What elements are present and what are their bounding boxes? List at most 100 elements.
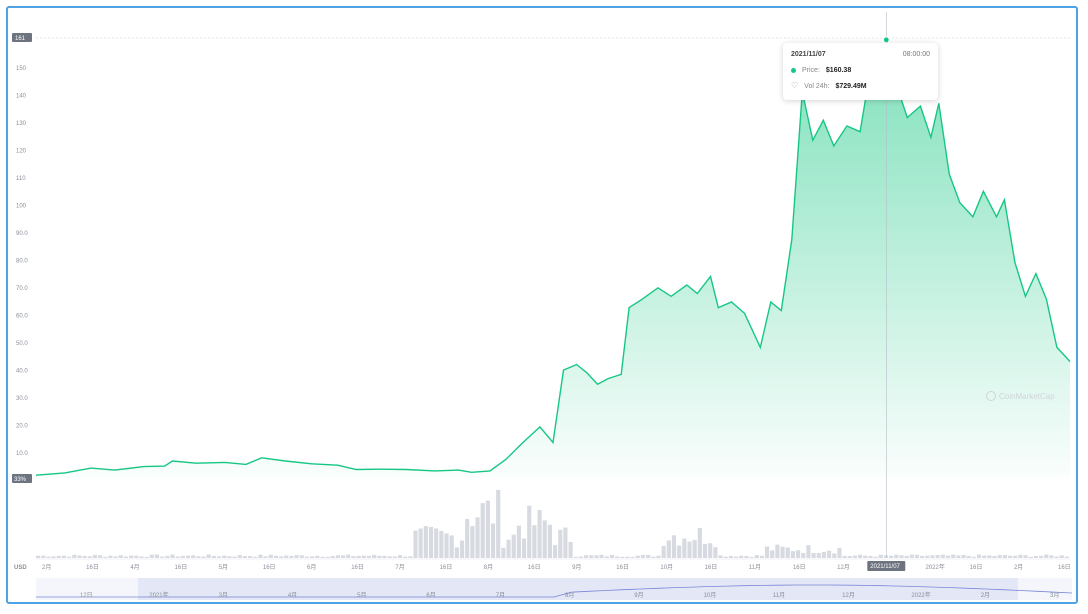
volume-bar xyxy=(1054,556,1059,558)
watermark-text: CoinMarketCap xyxy=(999,391,1055,401)
volume-bar xyxy=(191,555,196,558)
volume-bar xyxy=(935,555,940,558)
tooltip-price-value: $160.38 xyxy=(825,67,852,74)
navigator-tick-label: 12月 xyxy=(842,592,855,599)
y-tick-label: 70.0 xyxy=(16,286,28,292)
coinmarketcap-logo-icon xyxy=(986,391,996,401)
volume-bar xyxy=(976,554,982,558)
volume-bar xyxy=(744,555,749,558)
volume-bar xyxy=(41,555,46,558)
volume-bar xyxy=(123,556,129,558)
volume-bar xyxy=(310,556,315,558)
volume-bar xyxy=(904,555,909,558)
volume-bar xyxy=(640,554,646,558)
volume-bar xyxy=(377,555,382,558)
volume-bar xyxy=(113,556,118,558)
volume-bar xyxy=(284,555,289,558)
volume-bar xyxy=(56,555,61,558)
volume-bar xyxy=(459,540,465,558)
volume-bar xyxy=(232,556,237,558)
volume-bar xyxy=(325,556,330,558)
volume-badge-label: 33% xyxy=(14,477,27,483)
volume-bar xyxy=(770,550,775,558)
volume-bar xyxy=(889,555,894,558)
volume-bar xyxy=(945,555,951,558)
volume-bar xyxy=(253,556,258,558)
y-tick-label: 40.0 xyxy=(16,369,28,375)
volume-bar xyxy=(428,526,434,558)
volume-bar xyxy=(708,543,713,558)
volume-bar xyxy=(625,556,630,558)
volume-bar xyxy=(630,556,635,558)
volume-bar xyxy=(454,547,459,558)
volume-bar xyxy=(733,556,739,558)
x-tick-label: 7月 xyxy=(395,564,404,571)
x-tick-label: 16日 xyxy=(86,564,99,571)
volume-bar xyxy=(832,553,837,558)
x-tick-label: 4月 xyxy=(130,564,139,571)
volume-bar xyxy=(444,533,449,558)
volume-bar xyxy=(883,555,889,558)
volume-bar xyxy=(589,555,594,558)
tooltip-price-label: Price: xyxy=(802,67,820,74)
price-dot-icon xyxy=(791,68,796,73)
x-tick-label: 6月 xyxy=(307,564,316,571)
volume-bar xyxy=(227,556,232,558)
volume-bar xyxy=(547,524,552,558)
volume-bar xyxy=(320,556,325,558)
volume-bar xyxy=(237,555,242,558)
volume-bar xyxy=(863,555,868,558)
volume-bar xyxy=(434,528,439,558)
volume-badge xyxy=(12,474,32,483)
price-tooltip: 2021/11/07 08:00:00 Price: $160.38 ♡ Vol… xyxy=(783,43,938,100)
volume-bar xyxy=(222,555,227,558)
volume-bar xyxy=(294,555,299,558)
y-tick-label: 30.0 xyxy=(16,396,28,402)
volume-bar xyxy=(878,554,883,558)
volume-bar xyxy=(599,554,604,558)
volume-bar xyxy=(180,555,185,558)
volume-bar xyxy=(697,527,702,558)
x-tick-label: 2022年 xyxy=(925,563,944,571)
navigator-tick-label: 2021年 xyxy=(149,591,168,599)
price-badge xyxy=(12,33,32,42)
volume-bar xyxy=(403,556,408,558)
volume-bar xyxy=(553,545,558,558)
volume-bar xyxy=(651,556,656,558)
volume-bar xyxy=(351,556,356,558)
navigator-tick-label: 2月 xyxy=(981,592,990,599)
volume-bar xyxy=(951,554,956,558)
volume-bar xyxy=(67,556,72,558)
y-tick-label: 60.0 xyxy=(16,314,28,320)
volume-bar xyxy=(852,555,858,558)
volume-bar xyxy=(185,555,191,558)
volume-bar xyxy=(584,555,589,558)
volume-bar xyxy=(366,555,372,558)
volume-bar xyxy=(480,503,485,558)
volume-bar xyxy=(382,555,387,558)
navigator-tick-label: 11月 xyxy=(773,592,785,599)
x-tick-label: 16日 xyxy=(793,564,806,571)
volume-bar xyxy=(144,556,149,558)
volume-bar xyxy=(511,534,516,558)
volume-bar xyxy=(635,555,640,558)
volume-bar xyxy=(754,555,759,558)
volume-bar xyxy=(392,556,397,558)
volume-bar xyxy=(506,539,511,558)
volume-bar xyxy=(682,538,687,558)
volume-bar xyxy=(956,555,961,558)
y-tick-label: 100 xyxy=(16,204,27,210)
volume-bar xyxy=(749,556,754,558)
volume-bar xyxy=(795,550,801,558)
navigator-tick-label: 5月 xyxy=(357,592,366,599)
volume-bar xyxy=(739,555,744,558)
volume-bar xyxy=(273,555,278,558)
x-tick-label: 16日 xyxy=(351,564,364,571)
volume-bar xyxy=(1059,555,1064,558)
volume-bar xyxy=(542,520,547,558)
volume-bar xyxy=(785,547,790,558)
navigator-line xyxy=(36,584,1073,598)
volume-bar xyxy=(408,556,413,558)
navigator-tick-label: 4月 xyxy=(288,592,297,599)
